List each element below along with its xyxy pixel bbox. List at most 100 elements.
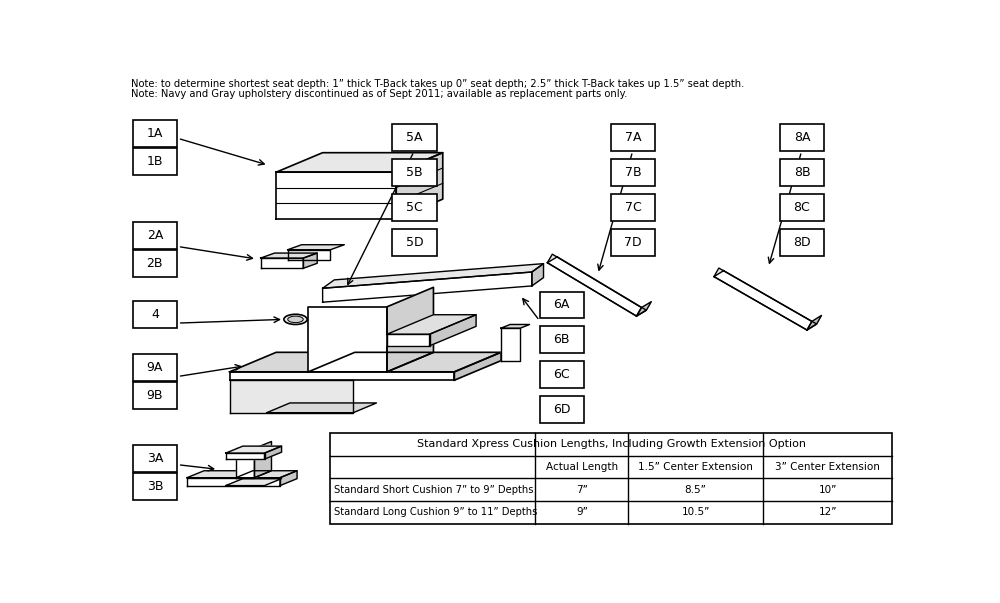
Text: Standard Long Cushion 9” to 11” Depths: Standard Long Cushion 9” to 11” Depths <box>334 507 538 517</box>
Text: 7C: 7C <box>625 201 641 214</box>
Polygon shape <box>807 315 821 330</box>
Polygon shape <box>501 324 530 328</box>
Text: 10”: 10” <box>818 485 837 494</box>
Bar <box>133 473 177 499</box>
Polygon shape <box>261 253 317 258</box>
Polygon shape <box>236 471 271 478</box>
Polygon shape <box>387 315 476 334</box>
Text: 2A: 2A <box>147 229 163 242</box>
Text: Standard Short Cushion 7” to 9” Depths: Standard Short Cushion 7” to 9” Depths <box>334 485 534 494</box>
Text: 6A: 6A <box>554 298 570 312</box>
Bar <box>540 326 584 353</box>
Text: 7D: 7D <box>624 236 642 249</box>
Text: 8.5”: 8.5” <box>685 485 707 494</box>
Polygon shape <box>226 446 282 453</box>
Polygon shape <box>714 268 812 330</box>
Ellipse shape <box>288 316 303 323</box>
Text: 5B: 5B <box>406 166 423 179</box>
Text: Note: Navy and Gray upholstery discontinued as of Sept 2011; available as replac: Note: Navy and Gray upholstery discontin… <box>131 89 628 99</box>
Text: 7A: 7A <box>625 131 641 144</box>
Bar <box>611 229 655 256</box>
Text: 3A: 3A <box>147 452 163 465</box>
Polygon shape <box>547 257 646 316</box>
Polygon shape <box>501 328 520 361</box>
Text: 4: 4 <box>151 308 159 321</box>
Polygon shape <box>226 453 264 459</box>
Polygon shape <box>187 478 280 485</box>
Polygon shape <box>288 245 344 250</box>
Bar <box>133 382 177 409</box>
Text: 1B: 1B <box>147 154 163 168</box>
Text: 1A: 1A <box>147 127 163 140</box>
Bar <box>780 229 824 256</box>
Polygon shape <box>308 352 433 372</box>
Text: Standard Xpress Cushion Lengths, Including Growth Extension Option: Standard Xpress Cushion Lengths, Includi… <box>417 440 806 449</box>
Polygon shape <box>396 153 443 219</box>
Bar <box>392 194 437 221</box>
Text: 7”: 7” <box>576 485 588 494</box>
Bar <box>330 433 892 523</box>
Polygon shape <box>280 471 297 485</box>
Bar <box>133 301 177 328</box>
Bar <box>611 194 655 221</box>
Polygon shape <box>230 352 501 372</box>
Bar <box>133 222 177 249</box>
Text: 8B: 8B <box>794 166 810 179</box>
Polygon shape <box>276 153 443 172</box>
Text: 3” Center Extension: 3” Center Extension <box>775 462 880 472</box>
Text: 5C: 5C <box>406 201 423 214</box>
Text: 7B: 7B <box>625 166 641 179</box>
Polygon shape <box>254 441 271 478</box>
Text: 6C: 6C <box>553 368 570 381</box>
Polygon shape <box>454 352 501 380</box>
Text: 8C: 8C <box>794 201 810 214</box>
Bar <box>780 194 824 221</box>
Polygon shape <box>714 271 817 330</box>
Polygon shape <box>187 471 297 478</box>
Text: 9B: 9B <box>147 389 163 402</box>
Text: 1.5” Center Extension: 1.5” Center Extension <box>638 462 753 472</box>
Bar <box>392 229 437 256</box>
Bar <box>392 124 437 151</box>
Ellipse shape <box>284 314 307 324</box>
Text: 12”: 12” <box>818 507 837 517</box>
Polygon shape <box>261 258 303 268</box>
Text: 2B: 2B <box>147 257 163 270</box>
Text: 9”: 9” <box>576 507 588 517</box>
Bar <box>540 291 584 318</box>
Polygon shape <box>264 446 282 459</box>
Polygon shape <box>323 264 544 288</box>
Text: 5D: 5D <box>406 236 423 249</box>
Bar <box>611 124 655 151</box>
Text: 3B: 3B <box>147 479 163 493</box>
Polygon shape <box>637 302 651 316</box>
Polygon shape <box>288 250 330 260</box>
Bar <box>133 250 177 277</box>
Text: 9A: 9A <box>147 361 163 374</box>
Bar <box>780 124 824 151</box>
Polygon shape <box>236 449 254 478</box>
Polygon shape <box>308 307 387 372</box>
Polygon shape <box>303 253 317 268</box>
Bar <box>392 159 437 186</box>
Text: 10.5”: 10.5” <box>681 507 710 517</box>
Polygon shape <box>230 380 353 412</box>
Bar <box>540 361 584 388</box>
Bar <box>133 445 177 472</box>
Text: 6B: 6B <box>553 333 570 346</box>
Polygon shape <box>547 254 641 316</box>
Bar <box>133 120 177 147</box>
Bar <box>780 159 824 186</box>
Polygon shape <box>267 403 376 412</box>
Text: 6D: 6D <box>553 403 570 416</box>
Text: 8A: 8A <box>794 131 810 144</box>
Polygon shape <box>430 315 476 346</box>
Bar <box>133 148 177 174</box>
Polygon shape <box>323 272 532 302</box>
Text: 8D: 8D <box>793 236 811 249</box>
Polygon shape <box>230 372 454 380</box>
Polygon shape <box>532 264 544 286</box>
Polygon shape <box>226 479 282 485</box>
Text: Actual Length: Actual Length <box>546 462 618 472</box>
Text: 5A: 5A <box>406 131 423 144</box>
